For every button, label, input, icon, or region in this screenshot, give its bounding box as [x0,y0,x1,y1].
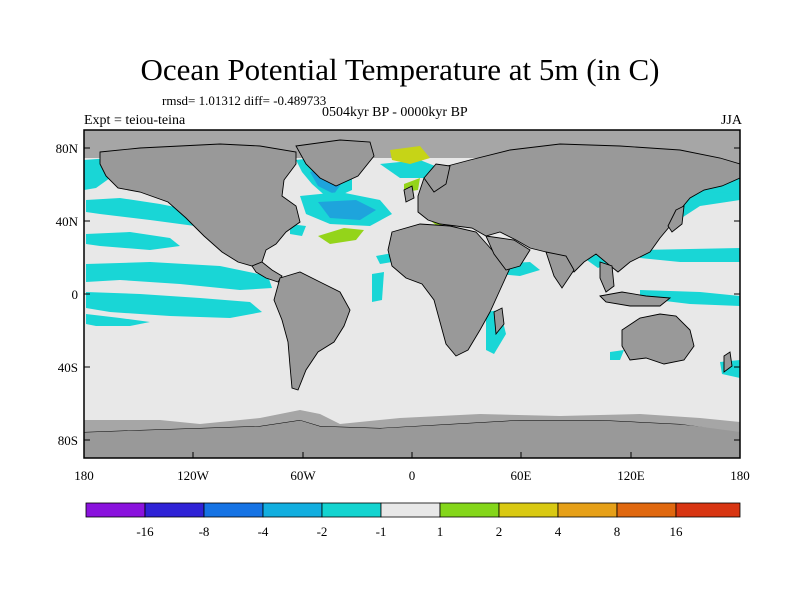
anomaly-field [84,130,740,458]
anomaly-patch-southern-ocean [610,350,624,360]
anomaly-patch-west-atlantic [290,224,306,236]
colorbar-label-10: 16 [670,524,684,539]
colorbar-box-11 [675,502,741,518]
land-new-zealand [723,351,733,373]
anomaly-patch-north-atlantic-core [318,200,376,220]
lat-label-80n: 80N [56,141,79,156]
anomaly-patch-north-pacific-mid [86,198,215,226]
stats-line: rmsd= 1.01312 diff= -0.489733 [162,93,327,108]
land-greenland [295,139,375,187]
experiment-label: Expt = teiou-teina [84,113,186,128]
colorbar-label-3: -4 [258,524,269,539]
land-africa [387,223,511,357]
land-south-america [273,271,351,391]
land-scandinavia [423,163,451,193]
colorbar-box-7 [439,502,500,518]
colorbar-box-1 [85,502,146,518]
lon-label-180w: 180 [74,468,94,483]
anomaly-patch-west-pacific [640,248,740,262]
latitude-axis: 80N 40N 0 40S 80S [56,141,740,448]
southern-ice-band [84,410,740,432]
colorbar-label-2: -8 [199,524,210,539]
anomaly-patch-greenland-sea [390,146,430,164]
lon-label-120e: 120E [617,468,645,483]
anomaly-patch-tropical-pacific [86,262,272,290]
land-north-america [99,143,301,267]
lat-label-40s: 40S [58,360,78,375]
anomaly-patch-west-pacific-eq [640,290,740,306]
colorbar-box-5 [321,502,382,518]
colorbar-label-9: 8 [614,524,621,539]
colorbar-label-5: -1 [376,524,387,539]
colorbar-label-7: 2 [496,524,503,539]
colorbar-box-6 [380,502,441,518]
colorbar-box-2 [144,502,205,518]
lon-label-60e: 60E [511,468,532,483]
lon-label-60w: 60W [290,468,316,483]
colorbar-box-3 [203,502,264,518]
lat-label-40n: 40N [56,214,79,229]
anomaly-patch-south-pacific [86,314,150,326]
land-eurasia [417,143,740,273]
period-line: 0504kyr BP - 0000kyr BP [322,105,468,120]
lat-label-80s: 80S [58,433,78,448]
colorbar-label-8: 4 [555,524,562,539]
colorbar-box-4 [262,502,323,518]
colorbar: -16 -8 -4 -2 -1 1 2 4 8 16 [85,502,741,539]
longitude-axis: 180 120W 60W 0 60E 120E 180 [74,452,750,483]
land-indonesia [599,291,672,307]
colorbar-label-1: -16 [136,524,154,539]
land-madagascar [493,307,505,336]
plot-title: Ocean Potential Temperature at 5m (in C) [140,52,660,87]
land-japan [667,205,685,233]
anomaly-patch-nordic-seas [380,160,440,178]
landmasses [84,139,740,458]
colorbar-box-8 [498,502,559,518]
season-label: JJA [720,113,742,128]
land-uk [403,185,415,203]
anomaly-patch-north-pacific-east [86,232,180,250]
colorbar-box-9 [557,502,618,518]
lat-label-0: 0 [72,287,79,302]
lon-label-120w: 120W [177,468,210,483]
lon-label-0: 0 [409,468,416,483]
anomaly-patch-eq-pacific [86,292,262,318]
lon-label-180e: 180 [730,468,750,483]
colorbar-label-4: -2 [317,524,328,539]
colorbar-box-10 [616,502,677,518]
anomaly-patch-mid-atlantic [318,228,364,244]
land-india [545,251,575,289]
land-southeast-asia [599,261,615,293]
colorbar-label-6: 1 [437,524,444,539]
land-arabia [485,235,531,271]
land-australia [621,313,695,365]
anomaly-patch-east-atlantic [372,272,384,302]
